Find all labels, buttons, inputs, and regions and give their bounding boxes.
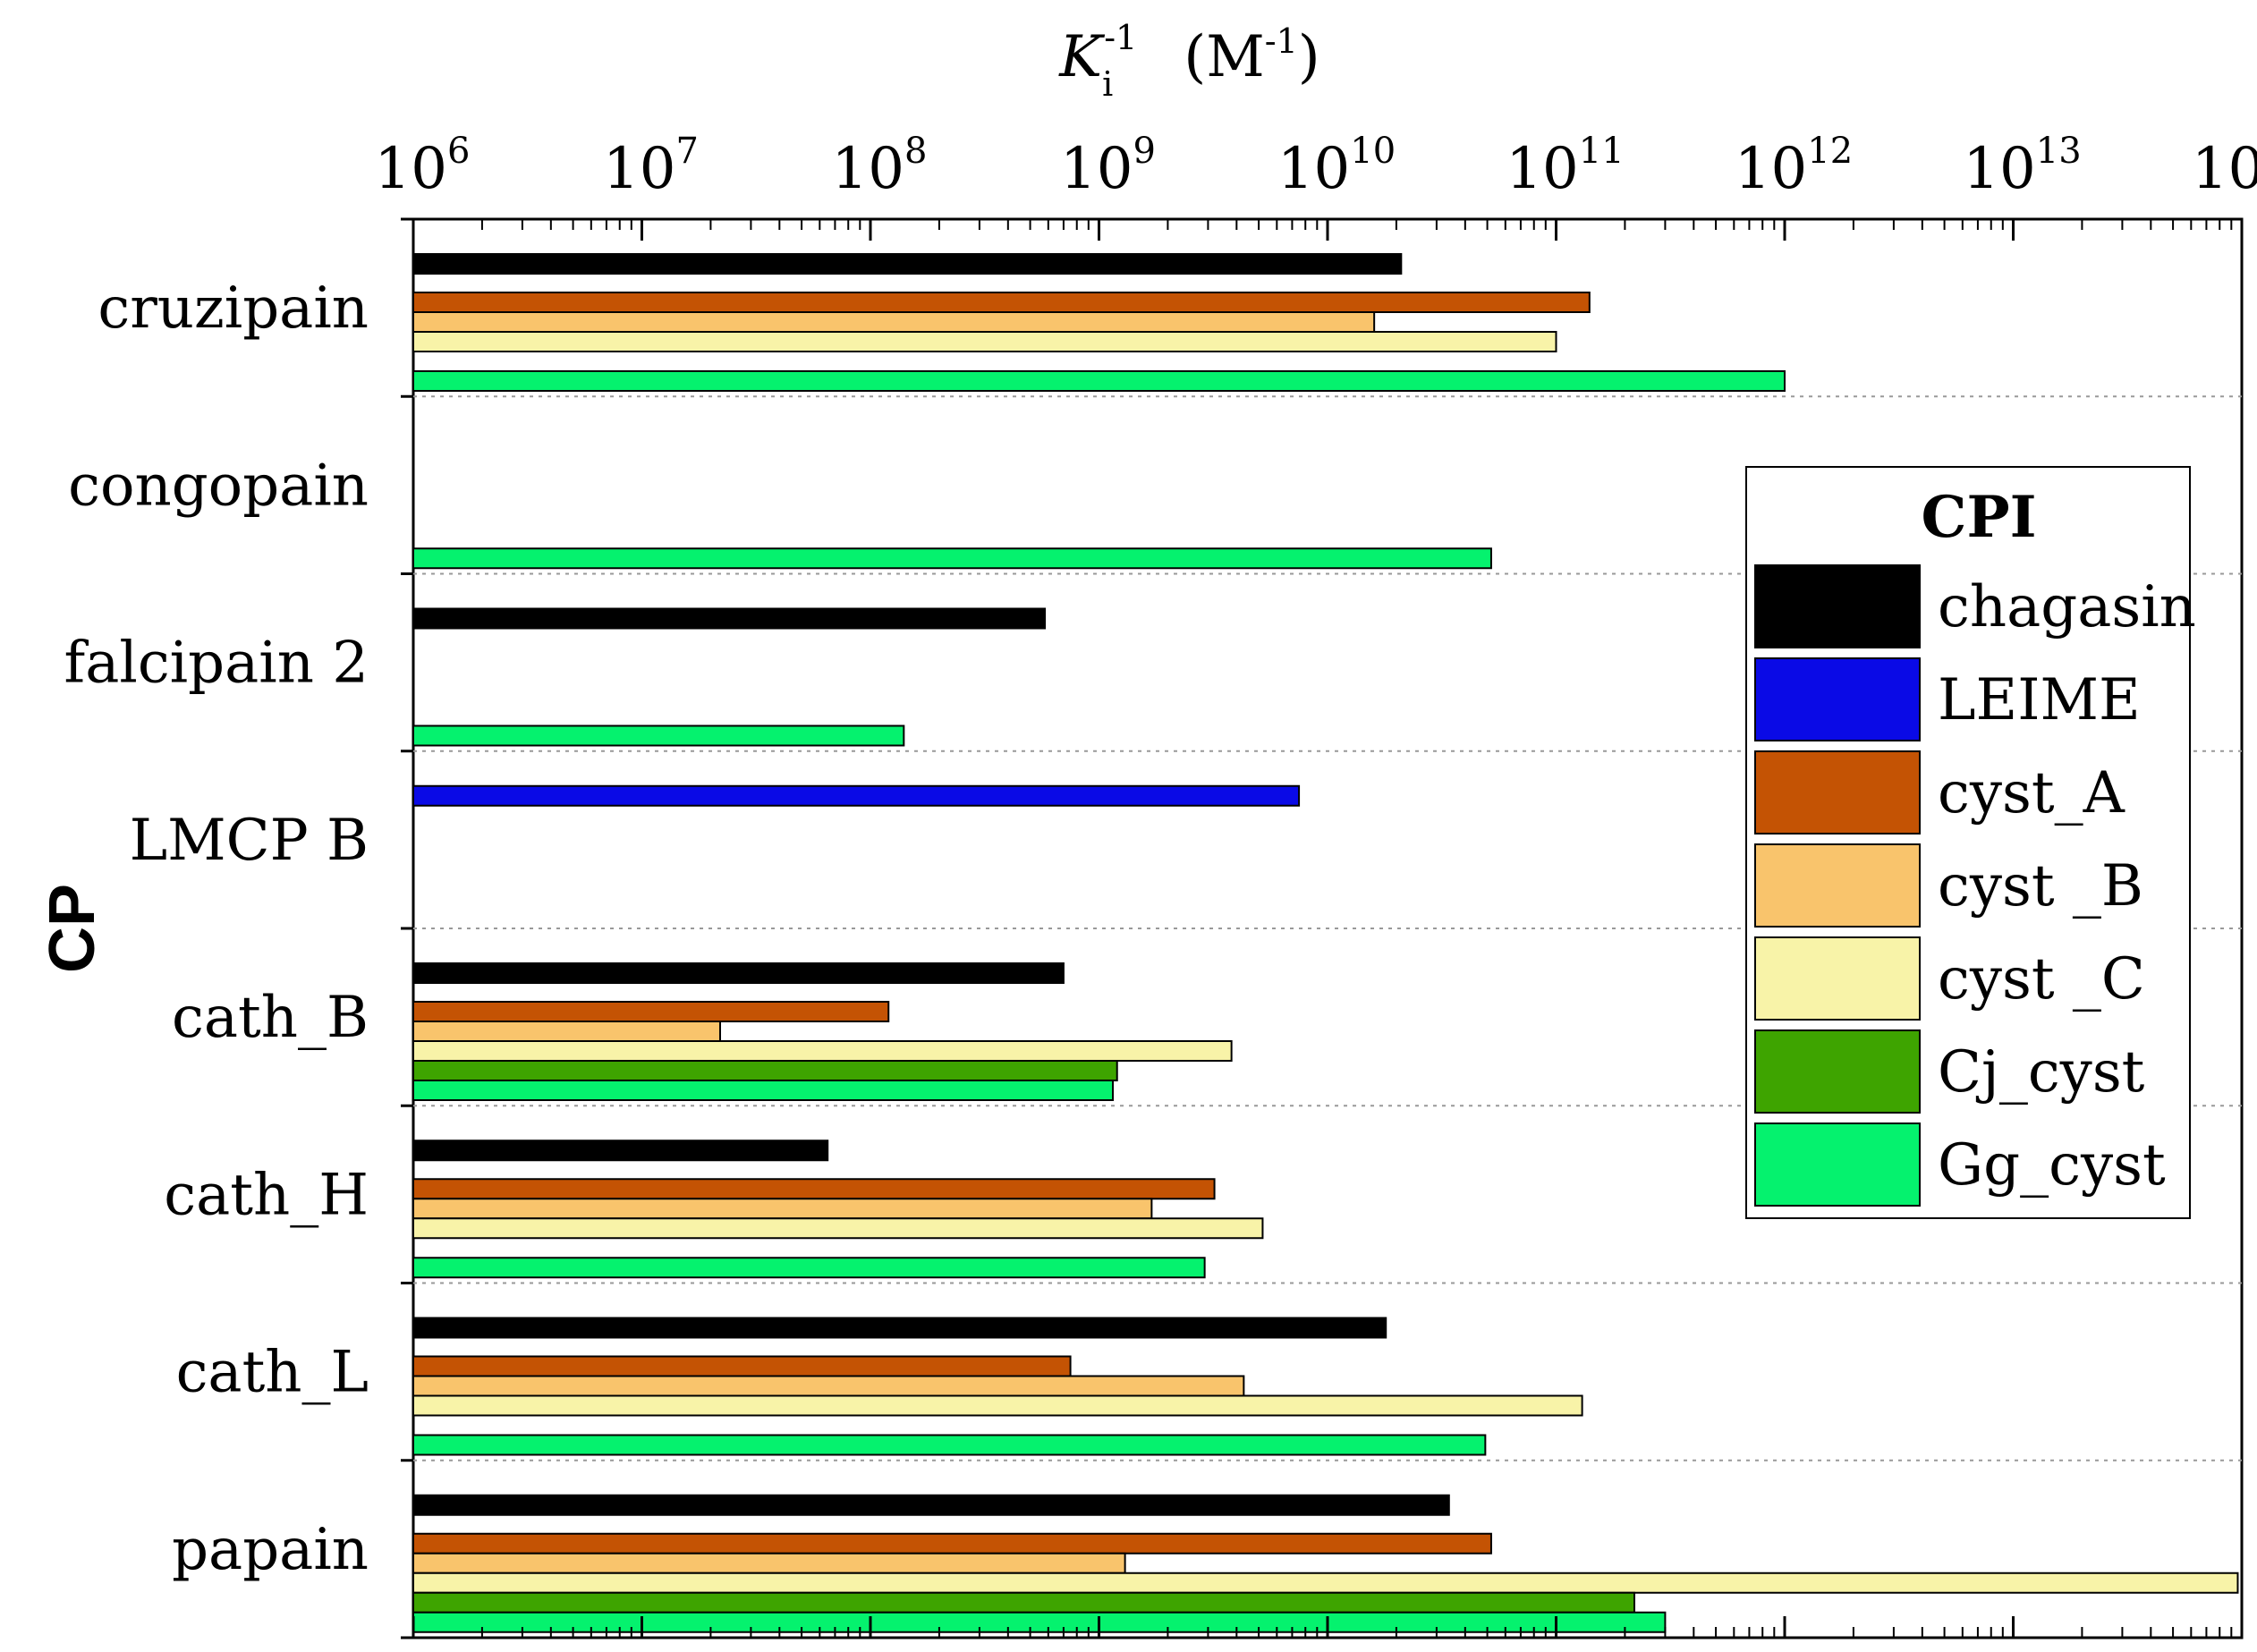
x-tick-label: 109 [1060, 131, 1156, 202]
x-tick-label-base: 10 [603, 136, 675, 202]
x-tick-label: 1011 [1506, 131, 1624, 202]
bar-cyst_A-papain [413, 1532, 1492, 1555]
x-tick-label-base: 10 [832, 136, 904, 202]
x-tick-label-base: 10 [375, 136, 447, 202]
bar-Gg_cyst-cath_H [413, 1257, 1206, 1279]
x-tick-label: 1013 [1963, 131, 2081, 202]
legend-label: cyst_A [1938, 760, 2125, 826]
legend-label: chagasin [1938, 574, 2196, 640]
bar-Cj_cyst-cath_B [413, 1060, 1118, 1081]
category-label: papain [172, 1517, 369, 1583]
legend-swatch-Cj_cyst [1754, 1029, 1921, 1114]
x-axis-title-unit-sup: -1 [1265, 21, 1298, 61]
x-tick-label-base: 10 [1963, 136, 2035, 202]
bar-cyst_A-cath_L [413, 1355, 1072, 1377]
x-tick-label: 1012 [1735, 131, 1853, 202]
x-tick-label-base: 10 [2192, 136, 2257, 202]
bar-Gg_cyst-falcipain-2 [413, 724, 905, 747]
x-axis-title: Ki-1 (M-1) [1058, 18, 1320, 104]
legend-swatch-cyst_C [1754, 936, 1921, 1021]
bar-cyst_B-cath_L [413, 1375, 1245, 1397]
x-tick-label: 106 [375, 131, 471, 202]
bar-chagasin-cath_L [413, 1317, 1387, 1339]
x-tick-label-exponent: 12 [1807, 131, 1853, 172]
bar-chagasin-cruzipain [413, 253, 1403, 275]
bar-chagasin-papain [413, 1494, 1450, 1516]
x-tick-label-base: 10 [1060, 136, 1133, 202]
legend-swatch-chagasin [1754, 564, 1921, 648]
x-tick-label-exponent: 11 [1579, 131, 1625, 172]
bar-cyst_C-cruzipain [413, 331, 1557, 352]
bar-Gg_cyst-cath_B [413, 1080, 1115, 1101]
legend-swatch-cyst_B [1754, 843, 1921, 928]
y-axis-title: CP [37, 884, 108, 973]
category-label: LMCP B [130, 808, 369, 874]
bars [413, 253, 2239, 1633]
category-label: cruzipain [98, 275, 369, 342]
bar-chagasin-cath_B [413, 962, 1065, 984]
bar-chagasin-falcipain-2 [413, 607, 1047, 630]
category-labels: cruzipain congopain falcipain 2 LMCP B cath_… [64, 275, 369, 1583]
x-tick-label-exponent: 7 [675, 131, 698, 172]
x-axis-title-unit-open: (M [1184, 24, 1265, 90]
category-label: falcipain 2 [64, 631, 369, 697]
x-axis-title-unit-close: ) [1298, 24, 1320, 90]
category-label: cath_H [164, 1162, 369, 1228]
x-tick-label-exponent: 6 [447, 131, 470, 172]
x-tick-label: 107 [603, 131, 699, 202]
bar-cyst_A-cath_B [413, 1001, 890, 1022]
x-axis-title-sup: -1 [1104, 18, 1137, 57]
x-tick-label-exponent: 10 [1350, 131, 1396, 172]
legend-label: cyst _C [1938, 946, 2145, 1012]
bar-chagasin-cath_H [413, 1139, 829, 1162]
legend-title: CPI [1922, 484, 2037, 551]
bar-cyst_B-papain [413, 1552, 1126, 1574]
bar-cyst_A-cath_H [413, 1178, 1216, 1200]
x-tick-label-base: 10 [1506, 136, 1578, 202]
bar-cyst_C-cath_H [413, 1217, 1264, 1240]
category-label: congopain [68, 453, 369, 519]
legend-label: LEIME [1938, 667, 2141, 733]
x-tick-label: 108 [832, 131, 928, 202]
bar-cyst_C-cath_L [413, 1394, 1583, 1417]
x-axis-title-main: K [1058, 24, 1105, 90]
x-tick-label-base: 10 [1277, 136, 1350, 202]
axes [401, 217, 2244, 1639]
x-tick-label-exponent: 13 [2036, 131, 2082, 172]
x-tick-label-exponent: 8 [904, 131, 927, 172]
bar-Cj_cyst-papain [413, 1591, 1635, 1614]
bar-cyst_C-cath_B [413, 1040, 1233, 1062]
bar-cyst_B-cath_B [413, 1021, 721, 1042]
category-label: cath_B [172, 985, 369, 1051]
legend-swatch-cyst_A [1754, 750, 1921, 834]
legend-label: Gg_cyst [1938, 1132, 2166, 1199]
legend-swatch-Gg_cyst [1754, 1123, 1921, 1207]
bar-LEIME-LMCP-B [413, 784, 1301, 807]
category-label: cath_L [176, 1340, 369, 1406]
x-tick-label-exponent: 9 [1133, 131, 1155, 172]
bar-Gg_cyst-papain [413, 1611, 1667, 1633]
x-tick-label-base: 10 [1735, 136, 1807, 202]
x-tick-label: 1014 [2192, 131, 2257, 202]
bar-cyst_B-cruzipain [413, 311, 1376, 333]
bar-Gg_cyst-cruzipain [413, 370, 1786, 392]
legend-label: Cj_cyst [1938, 1039, 2145, 1106]
legend-label: cyst _B [1938, 853, 2143, 919]
x-tick-labels: 10610710810910101011101210131014 [375, 131, 2257, 202]
bar-cyst_A-cruzipain [413, 292, 1591, 313]
bar-cyst_B-cath_H [413, 1198, 1153, 1220]
x-tick-label: 1010 [1277, 131, 1396, 202]
bar-Gg_cyst-cath_L [413, 1434, 1487, 1456]
bar-Gg_cyst-congopain [413, 547, 1492, 570]
bar-cyst_C-papain [413, 1572, 2239, 1594]
x-axis-title-sub: i [1102, 64, 1113, 104]
legend-swatch-LEIME [1754, 657, 1921, 741]
